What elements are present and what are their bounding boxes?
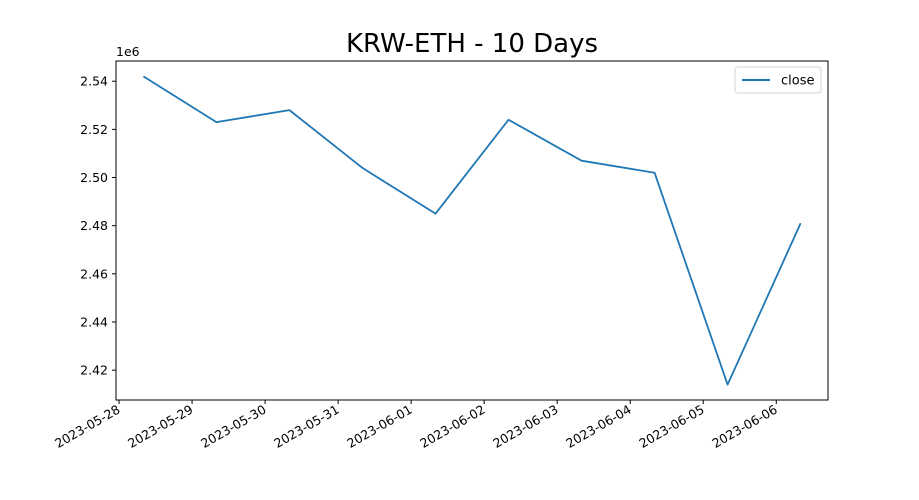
y-tick-label: 2.50	[80, 170, 108, 185]
y-tick-label: 2.42	[80, 363, 108, 378]
x-tick-label: 2023-05-29	[125, 402, 195, 451]
plot-frame	[115, 60, 829, 401]
y-tick-label: 2.54	[80, 74, 108, 89]
legend: close	[734, 66, 822, 94]
y-tick-label: 2.46	[80, 266, 108, 281]
y-tick-label: 2.44	[80, 314, 108, 329]
x-tick-label: 2023-06-03	[490, 402, 560, 451]
y-offset-label: 1e6	[116, 44, 140, 59]
x-axis: 2023-05-28 2023-05-29 2023-05-30 2023-05-31…	[52, 400, 780, 451]
series-line-close	[142, 75, 802, 386]
x-tick-label: 2023-06-02	[417, 402, 487, 451]
chart-title: KRW-ETH - 10 Days	[346, 29, 598, 59]
x-tick-label: 2023-06-06	[709, 402, 779, 451]
x-tick-label: 2023-06-05	[636, 402, 706, 451]
legend-label: close	[781, 74, 814, 89]
series-layer	[142, 75, 802, 386]
x-tick-label: 2023-05-31	[271, 402, 341, 451]
x-tick-label: 2023-05-30	[198, 402, 268, 451]
legend-box	[734, 66, 822, 94]
y-tick-label: 2.52	[80, 122, 108, 137]
x-tick-label: 2023-06-04	[563, 402, 633, 451]
y-tick-label: 2.48	[80, 218, 108, 233]
x-tick-label: 2023-05-28	[52, 402, 122, 451]
y-axis: 2.42 2.44 2.46 2.48 2.50 2.52 2.54	[80, 74, 116, 378]
x-tick-label: 2023-06-01	[344, 402, 414, 451]
